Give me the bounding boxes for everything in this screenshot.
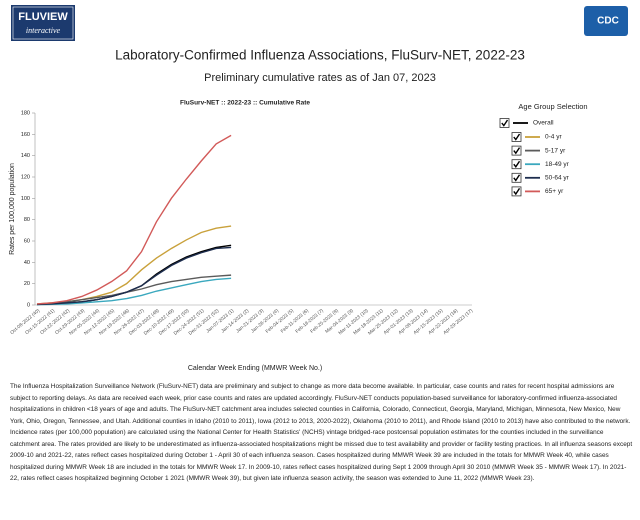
legend-label: Overall [533, 120, 554, 127]
legend-checkbox[interactable] [511, 132, 522, 142]
y-tick-label: 60 [24, 238, 30, 244]
series-line [36, 225, 232, 305]
y-tick-label: 80 [24, 217, 30, 223]
legend-checkbox[interactable] [511, 172, 522, 183]
y-axis-label: Rates per 100,000 population [9, 163, 16, 255]
series-line [36, 134, 232, 305]
series-line [36, 244, 232, 306]
cdc-text: CDC [597, 16, 619, 27]
legend-label: 65+ yr [545, 188, 564, 195]
y-tick-label: 20 [24, 281, 30, 287]
legend-label: 18-49 yr [545, 161, 570, 168]
logo-title: FLUVIEW [18, 11, 68, 23]
logo-subtitle: interactive [26, 26, 61, 35]
legend-checkbox[interactable] [511, 145, 522, 156]
legend-label: 0-4 yr [545, 134, 562, 141]
checkmark [501, 119, 509, 127]
legend-label: 5-17 yr [545, 147, 566, 154]
y-tick-label: 160 [21, 132, 30, 138]
series-line [36, 277, 232, 306]
y-tick-label: 100 [21, 196, 30, 202]
fluview-logo[interactable] [11, 5, 75, 41]
legend-checkbox[interactable] [499, 118, 510, 128]
checkmark [513, 133, 521, 141]
chart: FLUVIEW interactive CDC Laboratory-Confi… [9, 5, 628, 372]
page-subtitle: Preliminary cumulative rates as of Jan 0… [204, 72, 436, 84]
checkmark [513, 174, 521, 182]
page-title: Laboratory-Confirmed Influenza Associati… [115, 48, 525, 63]
chart-title: FluSurv-NET :: 2022-23 :: Cumulative Rat… [180, 100, 310, 107]
series-line [36, 246, 232, 306]
x-axis-label: Calendar Week Ending (MMWR Week No.) [188, 365, 322, 372]
legend-checkbox[interactable] [511, 186, 522, 197]
cdc-logo[interactable] [584, 6, 628, 36]
legend-title: Age Group Selection [518, 102, 587, 111]
checkmark [513, 188, 521, 196]
legend-label: 50-64 yr [545, 175, 570, 182]
y-tick-label: 0 [27, 302, 30, 308]
y-tick-label: 120 [21, 174, 30, 180]
y-tick-label: 140 [21, 153, 30, 159]
footnote: The Influenza Hospitalization Surveillan… [10, 383, 633, 483]
logo-border [12, 6, 74, 40]
checkmark [513, 160, 521, 169]
y-tick-label: 180 [21, 110, 30, 116]
y-tick-label: 40 [24, 260, 30, 266]
checkmark [513, 147, 521, 155]
legend-checkbox[interactable] [511, 159, 522, 170]
series-line [36, 274, 232, 306]
